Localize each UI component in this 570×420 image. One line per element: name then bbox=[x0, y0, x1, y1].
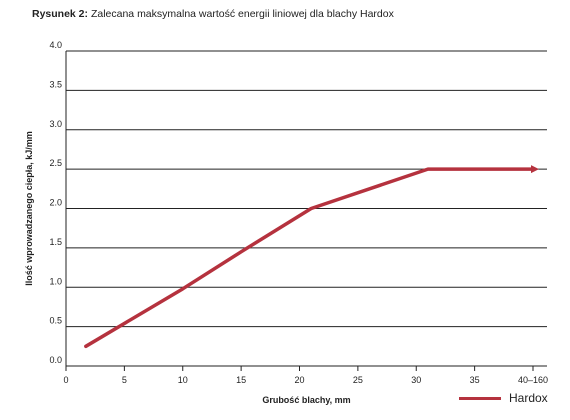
x-tick-label: 10 bbox=[178, 375, 188, 385]
y-tick-label: 2.0 bbox=[49, 198, 62, 208]
x-tick-label: 25 bbox=[353, 375, 363, 385]
x-tick-label: 5 bbox=[122, 375, 127, 385]
series-line-hardox bbox=[84, 167, 535, 349]
y-tick-label: 3.0 bbox=[49, 119, 62, 129]
x-tick-label: 15 bbox=[236, 375, 246, 385]
y-tick-label: 3.5 bbox=[49, 79, 62, 89]
y-tick-label: 2.5 bbox=[49, 158, 62, 168]
y-tick-label: 0.5 bbox=[49, 316, 62, 326]
title-text: Zalecana maksymalna wartość energii lini… bbox=[90, 8, 394, 20]
legend-label: Hardox bbox=[509, 391, 548, 405]
x-axis-label: Grubość blachy, mm bbox=[262, 395, 350, 405]
y-tick-label: 1.5 bbox=[49, 237, 62, 247]
y-tick-label: 4.0 bbox=[49, 40, 62, 50]
x-tick-label: 0 bbox=[63, 375, 68, 385]
legend-swatch bbox=[459, 396, 501, 400]
title-prefix: Rysunek 2: bbox=[32, 8, 89, 20]
x-tick-label: 20 bbox=[294, 375, 304, 385]
y-tick-label: 1.0 bbox=[49, 276, 62, 286]
x-tick-label: 35 bbox=[470, 375, 480, 385]
y-axis-label: Ilość wprowadzanego ciepła, kJ/mm bbox=[24, 131, 34, 286]
x-tick-label: 40–160 bbox=[518, 375, 548, 385]
legend: Hardox bbox=[459, 391, 548, 405]
series-arrow-head bbox=[531, 165, 539, 174]
y-tick-label: 0.0 bbox=[49, 355, 62, 365]
chart-title: Rysunek 2: Zalecana maksymalna wartość e… bbox=[32, 8, 394, 20]
x-tick-label: 30 bbox=[411, 375, 421, 385]
